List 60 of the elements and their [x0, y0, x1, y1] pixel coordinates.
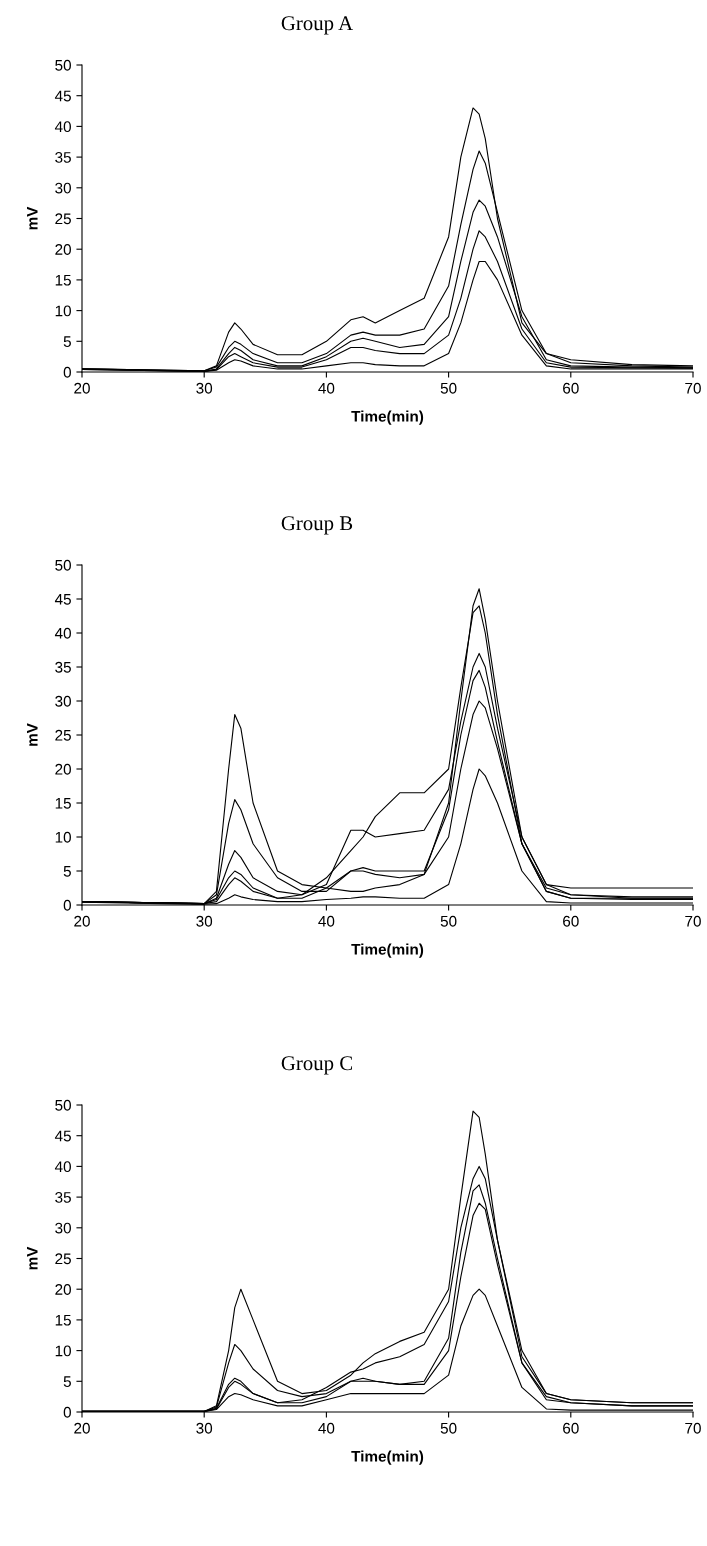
y-tick-label: 35 — [55, 661, 71, 673]
y-tick-label: 10 — [55, 305, 71, 317]
y-tick-label: 25 — [55, 213, 71, 225]
y-tick-label: 40 — [54, 627, 71, 639]
y-tick-label: 0 — [63, 366, 71, 378]
y-axis-title: mV — [27, 1246, 38, 1270]
x-tick-label: 30 — [196, 915, 213, 927]
y-tick-label: 50 — [55, 59, 71, 71]
x-axis-title: Time(min) — [351, 943, 424, 958]
y-tick-label: 5 — [63, 336, 71, 347]
x-tick-label: 70 — [685, 382, 701, 394]
y-axis-title: mV — [27, 206, 38, 230]
y-tick-label: 25 — [55, 729, 71, 741]
y-tick-label: 15 — [55, 274, 71, 286]
y-tick-label: 50 — [55, 1099, 71, 1111]
x-tick-label: 40 — [318, 382, 335, 394]
x-tick-label: 20 — [74, 382, 90, 394]
y-tick-label: 35 — [55, 151, 71, 163]
y-axis-title: mV — [27, 723, 38, 746]
x-tick-label: 50 — [440, 915, 457, 927]
y-tick-label: 45 — [54, 594, 71, 605]
y-tick-label: 40 — [54, 1161, 71, 1173]
x-tick-label: 40 — [318, 1422, 335, 1434]
x-axis-title: Time(min) — [351, 410, 424, 425]
x-tick-label: 20 — [74, 915, 90, 927]
chart-title: Group A — [281, 16, 354, 35]
y-tick-label: 50 — [55, 559, 71, 571]
y-tick-label: 5 — [63, 866, 71, 877]
y-tick-label: 25 — [55, 1253, 71, 1265]
x-tick-label: 70 — [685, 915, 701, 927]
y-tick-label: 15 — [55, 1314, 71, 1326]
x-axis-title: Time(min) — [351, 1450, 424, 1465]
x-tick-label: 40 — [318, 915, 335, 927]
x-tick-label: 70 — [685, 1422, 701, 1434]
y-tick-label: 35 — [55, 1191, 71, 1203]
x-tick-label: 30 — [196, 1422, 213, 1434]
y-tick-label: 30 — [55, 1222, 71, 1234]
y-tick-label: 20 — [55, 244, 71, 255]
y-tick-label: 10 — [55, 1345, 71, 1357]
x-tick-label: 60 — [563, 1422, 579, 1434]
y-tick-label: 10 — [55, 831, 71, 843]
x-tick-label: 50 — [440, 382, 457, 394]
y-tick-label: 30 — [55, 695, 71, 707]
y-tick-label: 20 — [55, 1284, 71, 1295]
y-tick-label: 15 — [55, 798, 71, 809]
chart-title: Group B — [281, 516, 353, 535]
y-tick-label: 20 — [55, 763, 71, 775]
x-tick-label: 20 — [74, 1422, 90, 1434]
x-tick-label: 60 — [563, 915, 579, 927]
y-tick-label: 45 — [54, 90, 71, 102]
y-tick-label: 40 — [54, 121, 71, 133]
y-tick-label: 5 — [63, 1376, 71, 1387]
y-tick-label: 30 — [55, 182, 71, 194]
y-tick-label: 0 — [63, 1406, 71, 1418]
y-tick-label: 45 — [54, 1130, 71, 1142]
chart-title: Group C — [281, 1056, 353, 1075]
x-tick-label: 50 — [440, 1422, 457, 1434]
x-tick-label: 60 — [563, 382, 579, 394]
y-tick-label: 0 — [63, 899, 71, 911]
x-tick-label: 30 — [196, 382, 213, 394]
